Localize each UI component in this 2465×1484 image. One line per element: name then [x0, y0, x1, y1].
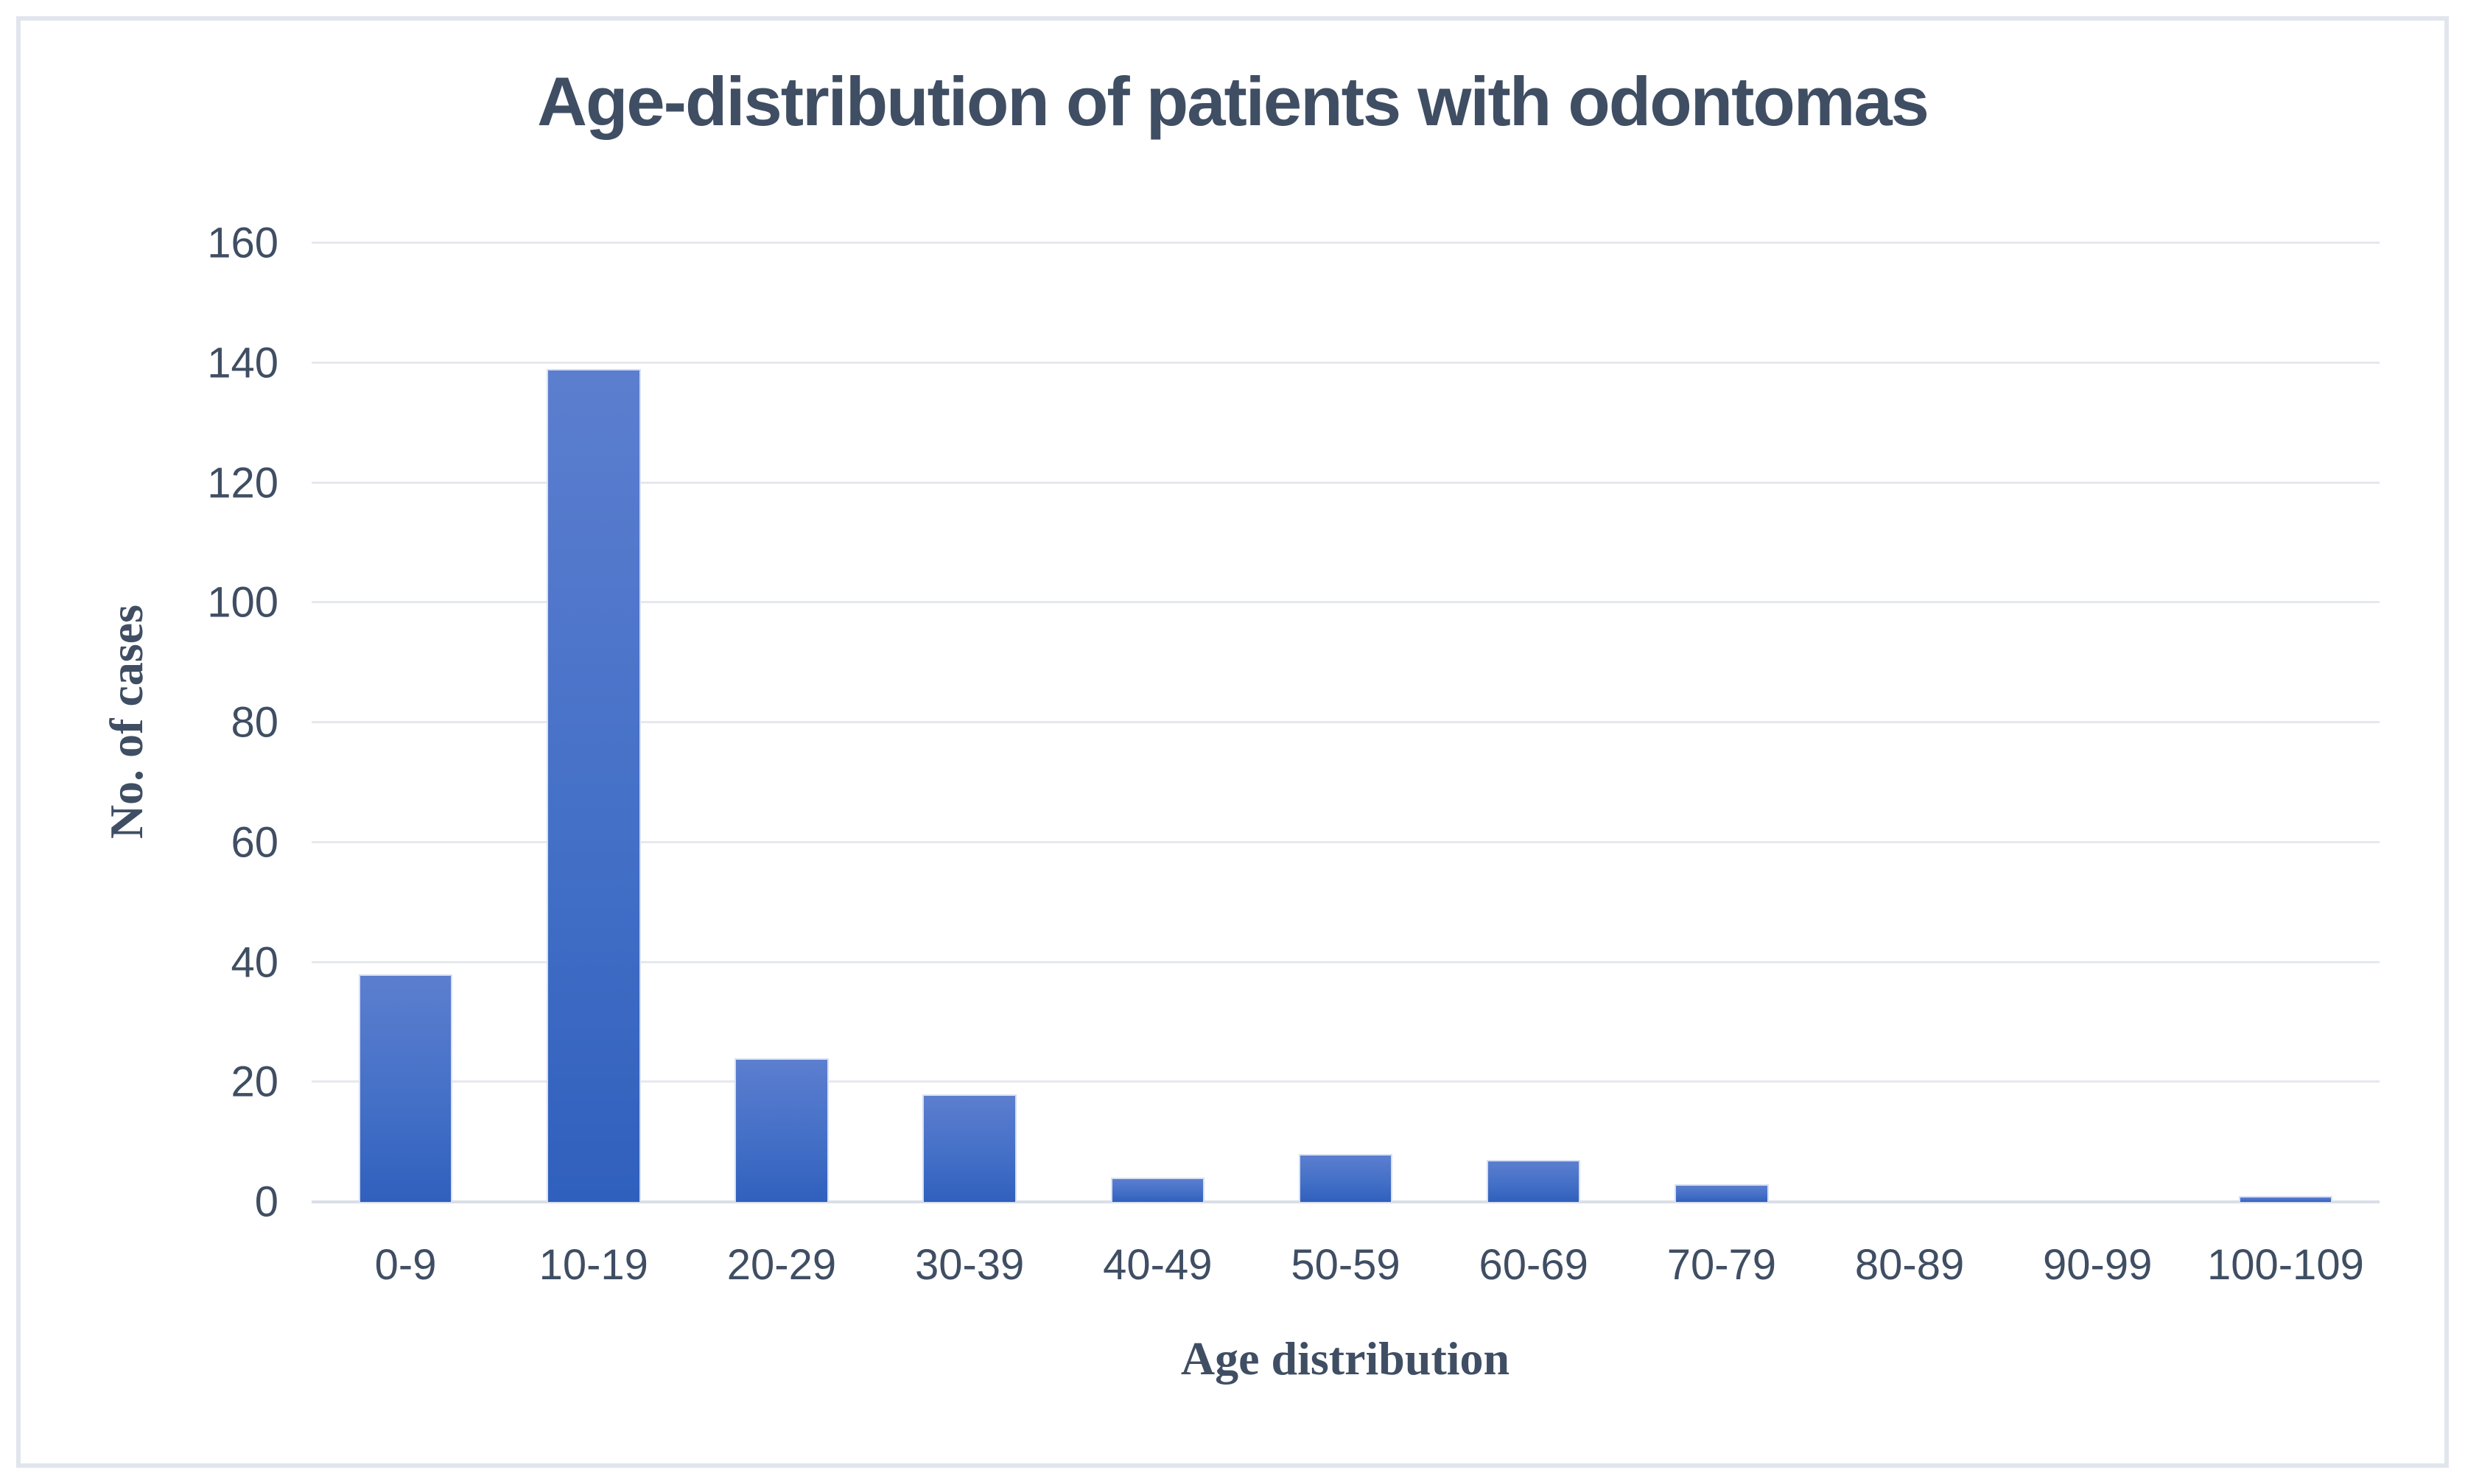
x-tick-label: 70-79 — [1666, 1241, 1777, 1289]
x-tick-label: 10-19 — [539, 1241, 648, 1289]
y-tick-label: 160 — [207, 219, 278, 267]
x-tick-label: 100-109 — [2206, 1241, 2364, 1289]
bar-50-59 — [1298, 1153, 1393, 1202]
y-tick-label: 100 — [207, 578, 278, 627]
x-tick-label: 20-29 — [726, 1241, 837, 1289]
x-tick-label: 40-49 — [1103, 1241, 1213, 1289]
bar-40-49 — [1110, 1178, 1205, 1202]
gridline — [312, 1080, 2380, 1083]
chart-title: Age-distribution of patients with odonto… — [537, 63, 1929, 140]
x-tick-label: 50-59 — [1291, 1241, 1400, 1289]
gridline — [312, 721, 2380, 723]
x-tick-label: 60-69 — [1479, 1241, 1588, 1289]
y-axis-tick-labels: 0 20 40 60 80 100 120 140 160 — [111, 219, 278, 1226]
bar-20-29 — [734, 1058, 829, 1202]
gridline — [312, 840, 2380, 843]
x-axis-line — [312, 1200, 2380, 1203]
x-axis-tick-labels: 0-9 10-19 20-29 30-39 40-49 50-59 60-69 70-79 80… — [312, 1240, 2380, 1299]
chart-frame — [16, 16, 2449, 1468]
x-axis-title: Age distribution — [1180, 1332, 1510, 1385]
y-tick-label: 20 — [231, 1058, 278, 1106]
x-tick-label: 80-89 — [1854, 1241, 1965, 1289]
bar-60-69 — [1486, 1160, 1581, 1202]
bar-10-19 — [546, 368, 641, 1202]
x-tick-label: 90-99 — [2043, 1241, 2153, 1289]
bar-30-39 — [922, 1094, 1017, 1202]
gridline — [312, 481, 2380, 484]
gridline — [312, 960, 2380, 963]
x-tick-label: 30-39 — [914, 1241, 1025, 1289]
y-tick-label: 140 — [207, 339, 278, 387]
x-tick-label: 0-9 — [374, 1241, 437, 1289]
bar-0-9 — [358, 974, 453, 1202]
gridline — [312, 361, 2380, 364]
y-tick-label: 0 — [254, 1178, 278, 1226]
y-tick-label: 40 — [231, 938, 278, 986]
bar-70-79 — [1675, 1184, 1769, 1202]
gridline — [312, 601, 2380, 604]
bar-100-109 — [2238, 1195, 2333, 1202]
y-tick-label: 60 — [231, 818, 278, 867]
plot-area — [312, 242, 2380, 1203]
y-tick-label: 120 — [207, 459, 278, 507]
y-tick-label: 80 — [231, 698, 278, 747]
gridline — [312, 242, 2380, 244]
